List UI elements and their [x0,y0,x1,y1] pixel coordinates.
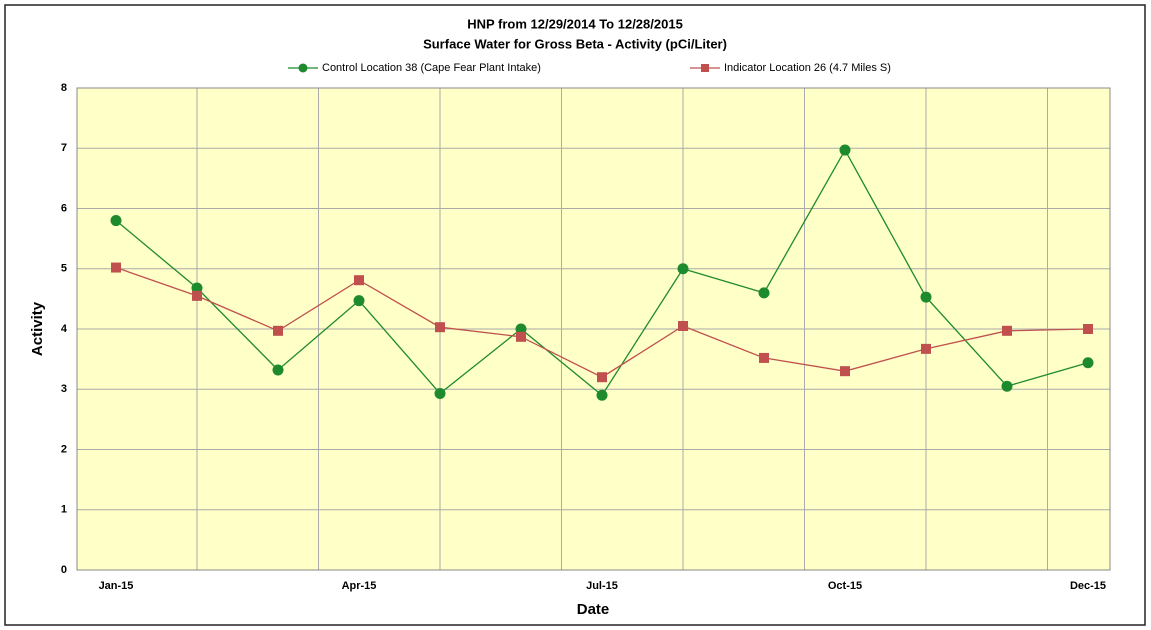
chart-subtitle: Surface Water for Gross Beta - Activity … [423,36,727,51]
data-point [434,387,446,399]
data-point [678,320,688,331]
legend-marker [298,63,308,73]
data-point [435,322,445,333]
y-tick-label: 3 [61,383,67,395]
y-tick-label: 7 [61,142,67,154]
data-point [1002,325,1012,336]
legend-label: Indicator Location 26 (4.7 Miles S) [724,62,891,74]
legend-marker [701,64,709,72]
data-point [191,282,203,294]
data-point [920,291,932,303]
data-point [677,263,689,275]
y-tick-label: 4 [61,323,68,335]
data-point [354,275,364,286]
data-point [759,352,769,363]
x-tick-label: Jan-15 [99,580,134,592]
data-point [272,364,284,376]
data-point [1082,357,1094,369]
x-tick-label: Dec-15 [1070,580,1106,592]
data-point [921,343,931,354]
y-tick-label: 1 [61,504,67,516]
data-point [596,389,608,401]
data-point [353,295,365,307]
data-point [839,144,851,156]
data-point [516,331,526,342]
data-point [192,290,202,301]
data-point [1001,380,1013,392]
y-tick-label: 5 [61,263,67,275]
data-point [840,366,850,377]
data-point [1083,324,1093,334]
y-tick-label: 6 [61,202,67,214]
data-point [111,262,121,273]
data-point [110,215,122,227]
x-tick-label: Apr-15 [342,580,377,592]
legend-label: Control Location 38 (Cape Fear Plant Int… [322,62,541,74]
chart-title: HNP from 12/29/2014 To 12/28/2015 [467,16,683,31]
x-axis-label: Date [577,601,610,618]
data-point [597,372,607,383]
x-tick-label: Oct-15 [828,580,862,592]
data-point [758,287,770,299]
y-axis-label: Activity [29,301,46,356]
data-point [273,325,283,336]
x-tick-label: Jul-15 [586,580,618,592]
y-tick-label: 2 [61,443,67,455]
y-tick-label: 8 [61,82,67,94]
y-tick-label: 0 [61,564,67,576]
plot-border [76,87,1111,571]
data-point [515,323,527,335]
